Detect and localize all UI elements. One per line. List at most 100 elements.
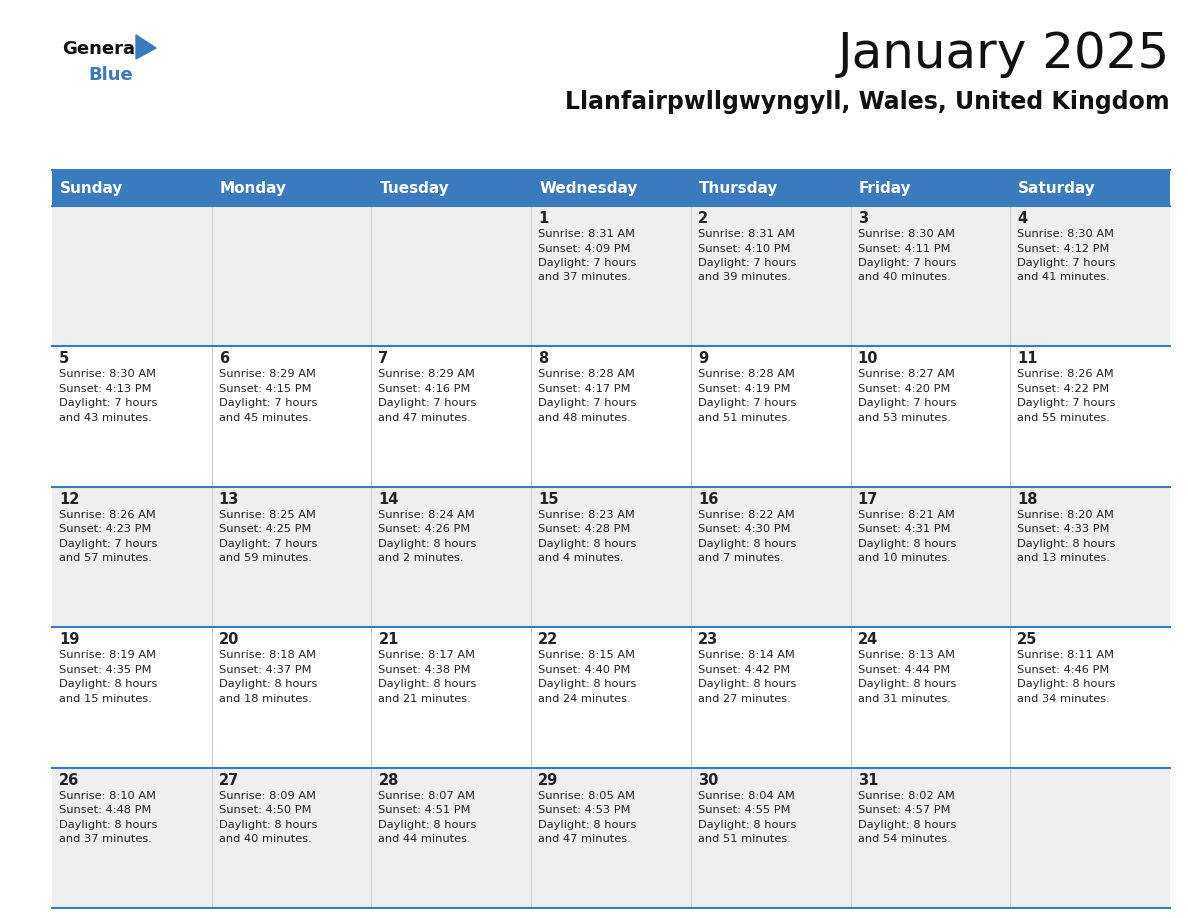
Text: Sunset: 4:50 PM: Sunset: 4:50 PM — [219, 805, 311, 815]
Text: Sunrise: 8:04 AM: Sunrise: 8:04 AM — [697, 790, 795, 800]
Text: and 18 minutes.: and 18 minutes. — [219, 694, 311, 704]
Text: 24: 24 — [858, 633, 878, 647]
Text: Daylight: 7 hours: Daylight: 7 hours — [219, 398, 317, 409]
Text: Sunrise: 8:21 AM: Sunrise: 8:21 AM — [858, 509, 954, 520]
Text: Tuesday: Tuesday — [379, 181, 449, 196]
Text: Daylight: 7 hours: Daylight: 7 hours — [1017, 398, 1116, 409]
Text: Saturday: Saturday — [1018, 181, 1097, 196]
Text: Sunrise: 8:22 AM: Sunrise: 8:22 AM — [697, 509, 795, 520]
Text: Sunset: 4:44 PM: Sunset: 4:44 PM — [858, 665, 950, 675]
Text: Sunset: 4:20 PM: Sunset: 4:20 PM — [858, 384, 950, 394]
Text: 16: 16 — [697, 492, 719, 507]
Text: Sunset: 4:25 PM: Sunset: 4:25 PM — [219, 524, 311, 534]
Text: Sunrise: 8:10 AM: Sunrise: 8:10 AM — [59, 790, 156, 800]
Text: 15: 15 — [538, 492, 558, 507]
Text: Daylight: 7 hours: Daylight: 7 hours — [1017, 258, 1116, 268]
Text: and 31 minutes.: and 31 minutes. — [858, 694, 950, 704]
Text: 22: 22 — [538, 633, 558, 647]
Text: Daylight: 8 hours: Daylight: 8 hours — [538, 820, 637, 830]
Text: 20: 20 — [219, 633, 239, 647]
Text: Sunset: 4:23 PM: Sunset: 4:23 PM — [59, 524, 151, 534]
Text: Thursday: Thursday — [699, 181, 778, 196]
Text: and 2 minutes.: and 2 minutes. — [379, 554, 465, 564]
Text: Sunrise: 8:02 AM: Sunrise: 8:02 AM — [858, 790, 954, 800]
Text: Sunset: 4:38 PM: Sunset: 4:38 PM — [379, 665, 470, 675]
Text: Daylight: 8 hours: Daylight: 8 hours — [219, 820, 317, 830]
Text: Sunset: 4:28 PM: Sunset: 4:28 PM — [538, 524, 631, 534]
Text: Blue: Blue — [88, 66, 133, 84]
Text: and 7 minutes.: and 7 minutes. — [697, 554, 783, 564]
Polygon shape — [135, 35, 156, 59]
Text: Sunrise: 8:26 AM: Sunrise: 8:26 AM — [1017, 369, 1114, 379]
Text: Daylight: 8 hours: Daylight: 8 hours — [1017, 679, 1116, 689]
Text: 6: 6 — [219, 352, 229, 366]
Text: Sunset: 4:09 PM: Sunset: 4:09 PM — [538, 243, 631, 253]
Text: Sunset: 4:17 PM: Sunset: 4:17 PM — [538, 384, 631, 394]
Text: and 47 minutes.: and 47 minutes. — [538, 834, 631, 844]
Text: Sunrise: 8:25 AM: Sunrise: 8:25 AM — [219, 509, 316, 520]
Text: Daylight: 8 hours: Daylight: 8 hours — [858, 679, 956, 689]
Text: 30: 30 — [697, 773, 719, 788]
Text: Sunday: Sunday — [61, 181, 124, 196]
Text: and 41 minutes.: and 41 minutes. — [1017, 273, 1110, 283]
Text: Sunrise: 8:09 AM: Sunrise: 8:09 AM — [219, 790, 316, 800]
Text: Daylight: 8 hours: Daylight: 8 hours — [538, 539, 637, 549]
Text: Sunset: 4:46 PM: Sunset: 4:46 PM — [1017, 665, 1110, 675]
Text: 25: 25 — [1017, 633, 1037, 647]
Text: Llanfairpwllgwyngyll, Wales, United Kingdom: Llanfairpwllgwyngyll, Wales, United King… — [565, 90, 1170, 114]
Text: Sunset: 4:30 PM: Sunset: 4:30 PM — [697, 524, 790, 534]
Text: 17: 17 — [858, 492, 878, 507]
Text: Sunset: 4:35 PM: Sunset: 4:35 PM — [59, 665, 152, 675]
Text: 3: 3 — [858, 211, 867, 226]
Text: Sunset: 4:37 PM: Sunset: 4:37 PM — [219, 665, 311, 675]
Text: Sunrise: 8:28 AM: Sunrise: 8:28 AM — [697, 369, 795, 379]
Text: Daylight: 8 hours: Daylight: 8 hours — [379, 820, 476, 830]
Text: Daylight: 7 hours: Daylight: 7 hours — [858, 258, 956, 268]
Text: Sunset: 4:53 PM: Sunset: 4:53 PM — [538, 805, 631, 815]
Text: Daylight: 8 hours: Daylight: 8 hours — [538, 679, 637, 689]
Text: Sunrise: 8:23 AM: Sunrise: 8:23 AM — [538, 509, 636, 520]
Text: Sunrise: 8:15 AM: Sunrise: 8:15 AM — [538, 650, 636, 660]
Text: Sunrise: 8:29 AM: Sunrise: 8:29 AM — [219, 369, 316, 379]
Text: Sunset: 4:22 PM: Sunset: 4:22 PM — [1017, 384, 1110, 394]
Text: 31: 31 — [858, 773, 878, 788]
Text: and 51 minutes.: and 51 minutes. — [697, 834, 791, 844]
Text: Daylight: 7 hours: Daylight: 7 hours — [697, 398, 796, 409]
Bar — [52, 487, 1170, 627]
Text: Sunrise: 8:24 AM: Sunrise: 8:24 AM — [379, 509, 475, 520]
Text: 10: 10 — [858, 352, 878, 366]
Text: Sunrise: 8:13 AM: Sunrise: 8:13 AM — [858, 650, 955, 660]
Text: Sunrise: 8:07 AM: Sunrise: 8:07 AM — [379, 790, 475, 800]
Text: Sunset: 4:10 PM: Sunset: 4:10 PM — [697, 243, 790, 253]
Text: and 54 minutes.: and 54 minutes. — [858, 834, 950, 844]
Text: Sunrise: 8:30 AM: Sunrise: 8:30 AM — [59, 369, 156, 379]
Text: and 10 minutes.: and 10 minutes. — [858, 554, 950, 564]
Text: Daylight: 7 hours: Daylight: 7 hours — [379, 398, 476, 409]
Text: January 2025: January 2025 — [838, 30, 1170, 78]
Text: Daylight: 7 hours: Daylight: 7 hours — [59, 398, 157, 409]
Text: Sunset: 4:11 PM: Sunset: 4:11 PM — [858, 243, 950, 253]
Text: and 45 minutes.: and 45 minutes. — [219, 413, 311, 423]
Text: Daylight: 7 hours: Daylight: 7 hours — [858, 398, 956, 409]
Text: 27: 27 — [219, 773, 239, 788]
Text: Sunrise: 8:27 AM: Sunrise: 8:27 AM — [858, 369, 954, 379]
Text: and 39 minutes.: and 39 minutes. — [697, 273, 791, 283]
Text: 28: 28 — [379, 773, 399, 788]
Text: 18: 18 — [1017, 492, 1038, 507]
Text: Daylight: 8 hours: Daylight: 8 hours — [858, 539, 956, 549]
Text: Sunset: 4:42 PM: Sunset: 4:42 PM — [697, 665, 790, 675]
Text: 19: 19 — [59, 633, 80, 647]
Text: Monday: Monday — [220, 181, 286, 196]
Text: Sunset: 4:33 PM: Sunset: 4:33 PM — [1017, 524, 1110, 534]
Text: and 53 minutes.: and 53 minutes. — [858, 413, 950, 423]
Text: Sunset: 4:19 PM: Sunset: 4:19 PM — [697, 384, 790, 394]
Text: Friday: Friday — [859, 181, 911, 196]
Text: 23: 23 — [697, 633, 718, 647]
Text: and 59 minutes.: and 59 minutes. — [219, 554, 311, 564]
Text: and 21 minutes.: and 21 minutes. — [379, 694, 472, 704]
Text: Sunset: 4:31 PM: Sunset: 4:31 PM — [858, 524, 950, 534]
Text: 26: 26 — [59, 773, 80, 788]
Text: and 48 minutes.: and 48 minutes. — [538, 413, 631, 423]
Text: and 34 minutes.: and 34 minutes. — [1017, 694, 1110, 704]
Text: Sunset: 4:40 PM: Sunset: 4:40 PM — [538, 665, 631, 675]
